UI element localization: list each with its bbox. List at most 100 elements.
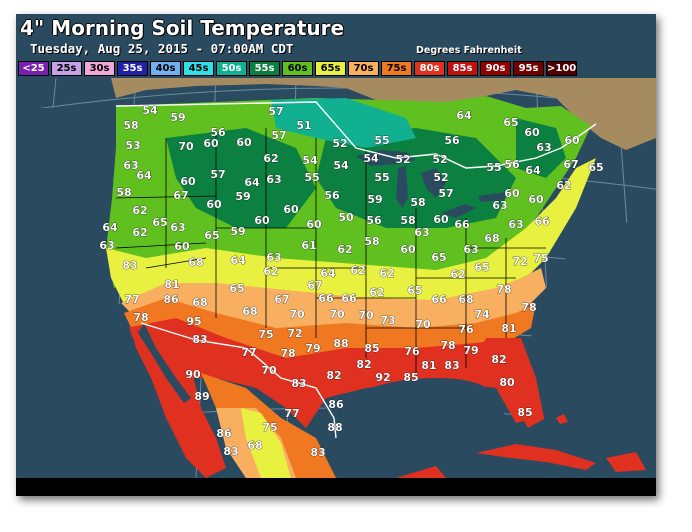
temperature-reading: 62 — [350, 264, 365, 277]
temperature-reading: 86 — [216, 427, 232, 440]
legend-swatch: 35s — [117, 61, 148, 76]
temperature-reading: 60 — [504, 187, 520, 200]
temperature-reading: 83 — [310, 446, 325, 459]
temperature-reading: 56 — [210, 126, 226, 139]
temperature-reading: 73 — [380, 314, 395, 327]
map-header: 4" Morning Soil Temperature Tuesday, Aug… — [16, 14, 656, 78]
temperature-reading: 58 — [123, 119, 138, 132]
temperature-reading: 85 — [364, 342, 379, 355]
temperature-reading: 92 — [375, 371, 390, 384]
temperature-reading: 58 — [116, 186, 131, 199]
legend-swatch: 70s — [348, 61, 379, 76]
temperature-reading: 52 — [433, 171, 448, 184]
temperature-reading: 52 — [395, 153, 410, 166]
legend-swatch: 90s — [480, 61, 511, 76]
temperature-reading: 83 — [223, 445, 238, 458]
temperature-reading: 74 — [474, 308, 490, 321]
temperature-reading: 55 — [374, 171, 389, 184]
temperature-reading: 55 — [486, 161, 501, 174]
temperature-reading: 60 — [254, 214, 270, 227]
temperature-reading: 78 — [496, 283, 511, 296]
temperature-reading: 63 — [266, 173, 281, 186]
temperature-reading: 70 — [261, 364, 277, 377]
temperature-reading: 62 — [337, 243, 352, 256]
temperature-reading: 70 — [358, 309, 374, 322]
temperature-reading: 68 — [188, 256, 203, 269]
temperature-reading: 82 — [491, 353, 506, 366]
temperature-reading: 83 — [122, 259, 137, 272]
zone-50s — [271, 98, 416, 148]
temperature-reading: 85 — [403, 371, 418, 384]
temperature-reading: 52 — [332, 137, 347, 150]
temperature-reading: 68 — [484, 232, 499, 245]
temperature-reading: 56 — [504, 158, 520, 171]
temperature-reading: 64 — [456, 109, 472, 122]
temperature-reading: 75 — [258, 328, 273, 341]
lake-erie — [441, 204, 476, 218]
temperature-reading: 60 — [400, 243, 416, 256]
temperature-reading: 60 — [206, 198, 222, 211]
temperature-reading: 64 — [136, 169, 152, 182]
temperature-reading: 77 — [284, 407, 299, 420]
canada-landmass — [111, 78, 656, 150]
gulf-of-california — [138, 323, 191, 403]
temperature-reading: 62 — [369, 286, 384, 299]
temperature-reading: 61 — [301, 239, 316, 252]
temperature-reading: 54 — [333, 159, 349, 172]
temperature-reading: 59 — [230, 225, 245, 238]
temperature-reading: 65 — [152, 216, 167, 229]
temperature-reading: 78 — [521, 301, 536, 314]
temperature-reading: 77 — [124, 293, 139, 306]
temperature-reading: 68 — [458, 293, 473, 306]
temperature-reading: 51 — [296, 119, 311, 132]
pacific-ocean — [16, 108, 196, 478]
temperature-reading: 60 — [306, 218, 322, 231]
temperature-reading: 70 — [415, 318, 431, 331]
temperature-reading: 64 — [102, 221, 118, 234]
temperature-reading: 82 — [326, 369, 341, 382]
temperature-reading: 62 — [450, 268, 465, 281]
temperature-reading: 78 — [133, 311, 148, 324]
temperature-reading: 70 — [289, 308, 305, 321]
temperature-reading: 57 — [438, 187, 453, 200]
temperature-reading: 95 — [186, 315, 201, 328]
temperature-reading: 63 — [492, 199, 507, 212]
temperature-reading: 60 — [433, 213, 449, 226]
legend-swatch: 80s — [414, 61, 445, 76]
temperature-reading: 72 — [287, 327, 302, 340]
temperature-reading: 63 — [414, 226, 429, 239]
temperature-reading: 88 — [333, 337, 348, 350]
temperature-reading: 85 — [517, 406, 532, 419]
map-title: 4" Morning Soil Temperature — [20, 16, 345, 40]
temperature-reading: 59 — [170, 111, 185, 124]
zone-55s-west — [166, 128, 316, 228]
temperature-reading: 65 — [431, 251, 446, 264]
temperature-reading: 76 — [404, 345, 420, 358]
temperature-reading: 70 — [178, 140, 194, 153]
temperature-reading: 72 — [512, 255, 527, 268]
legend-swatch: 60s — [282, 61, 313, 76]
temperature-reading: 53 — [125, 139, 140, 152]
temperature-reading: 65 — [407, 284, 422, 297]
temperature-reading: 79 — [305, 342, 320, 355]
temperature-reading: 65 — [204, 229, 219, 242]
temperature-reading: 63 — [463, 243, 478, 256]
legend-swatch: 50s — [216, 61, 247, 76]
temperature-reading: 67 — [563, 158, 578, 171]
temperature-reading: 64 — [525, 164, 541, 177]
atlantic-ocean — [531, 218, 656, 478]
temperature-reading: 57 — [271, 129, 286, 142]
temperature-reading: 67 — [274, 293, 289, 306]
temperature-reading: 60 — [180, 175, 196, 188]
temperature-reading: 66 — [454, 218, 470, 231]
temperature-reading: 63 — [99, 239, 114, 252]
legend-swatch: 25s — [51, 61, 82, 76]
temperature-reading: 55 — [374, 134, 389, 147]
temperature-reading: 59 — [235, 190, 250, 203]
temperature-reading: 65 — [503, 116, 518, 129]
temperature-reading: 63 — [170, 221, 185, 234]
legend-swatch: 95s — [513, 61, 544, 76]
hispaniola — [606, 452, 646, 472]
temperature-reading: 63 — [536, 141, 551, 154]
state-borders — [115, 128, 546, 378]
